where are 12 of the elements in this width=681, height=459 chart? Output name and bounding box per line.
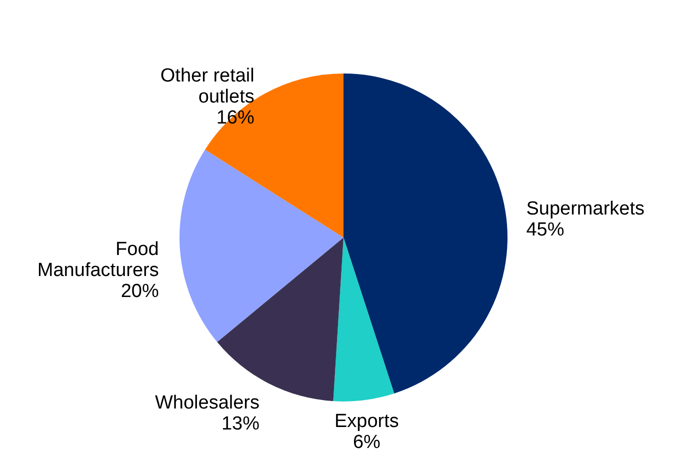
slice-label: Exports <box>334 411 399 432</box>
data-label: 6% <box>352 432 381 454</box>
slice-label: Wholesalers <box>154 392 260 414</box>
pie-slice <box>333 238 394 402</box>
data-label: 13% <box>221 413 260 434</box>
slice-label: Supermarkets <box>526 198 645 220</box>
slice-label: Other retail outlets <box>160 65 254 108</box>
data-label: 45% <box>526 220 564 241</box>
data-label: 20% <box>120 281 159 302</box>
pie-slice <box>180 150 344 342</box>
slice-label: Food Manufacturers <box>37 239 159 282</box>
pie-slice <box>344 74 508 394</box>
